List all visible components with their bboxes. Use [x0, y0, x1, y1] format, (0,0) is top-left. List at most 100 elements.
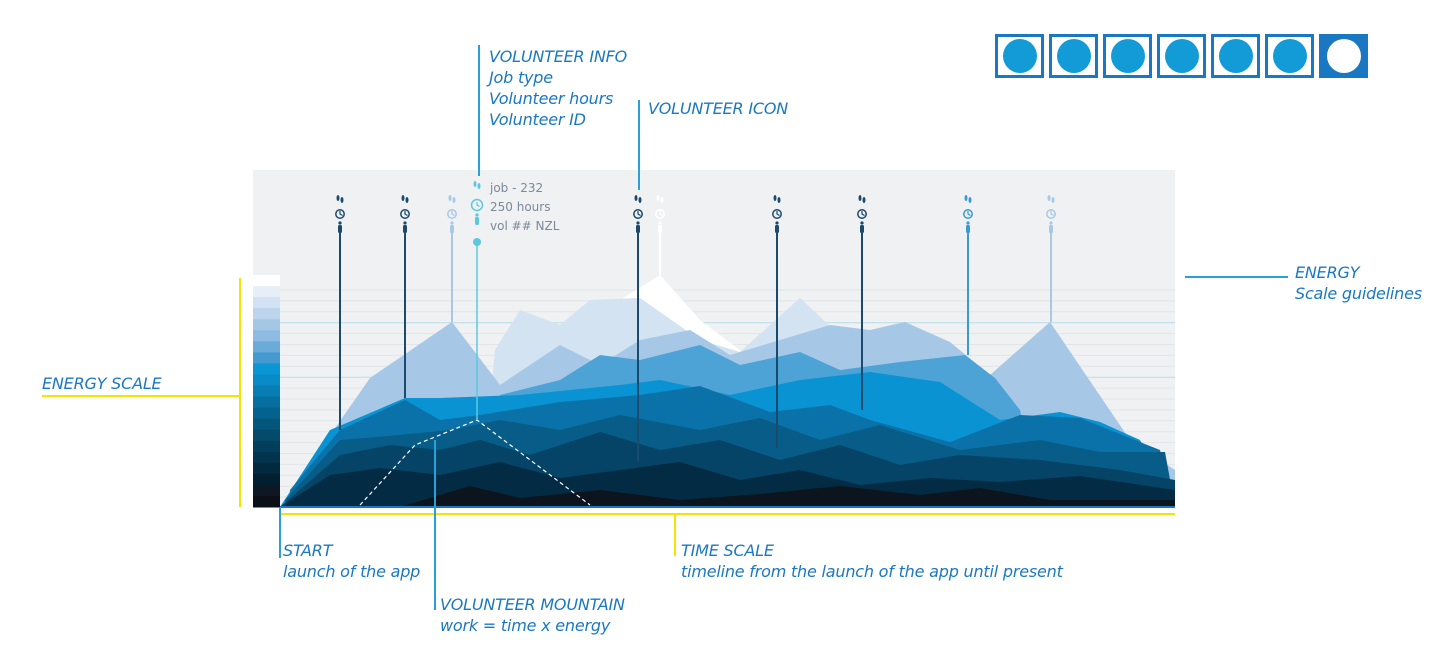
clock-icon: [963, 209, 973, 219]
selected-dot: [473, 238, 481, 246]
energy-scale-band: [253, 485, 280, 497]
volunteer-pin[interactable]: [857, 195, 867, 410]
person-icon: [450, 221, 454, 233]
annotation-energy: ENERGY Scale guidelines: [1295, 262, 1422, 304]
volunteer-pin[interactable]: [772, 195, 782, 448]
circle-icon: [1056, 39, 1091, 73]
person-icon: [860, 221, 864, 233]
annotation-title: START: [283, 541, 333, 560]
view-button-1[interactable]: [995, 34, 1044, 78]
annotation-volunteer-mountain: VOLUNTEER MOUNTAIN work = time x energy: [440, 594, 625, 636]
footprints-icon: [656, 195, 664, 203]
energy-scale-band: [253, 440, 280, 453]
volunteer-pin[interactable]: [400, 195, 410, 398]
energy-scale-bar: [253, 275, 280, 508]
view-button-5[interactable]: [1211, 34, 1260, 78]
energy-scale-band: [253, 308, 280, 320]
person-icon: [658, 221, 662, 233]
annotation-title: VOLUNTEER ICON: [648, 99, 788, 118]
footprints-icon: [336, 195, 344, 203]
clock-icon: [1046, 209, 1056, 219]
energy-scale-band: [253, 286, 280, 298]
person-icon: [775, 221, 779, 233]
footprints-icon: [858, 195, 866, 203]
circle-icon: [1164, 39, 1199, 73]
annotation-title: ENERGY SCALE: [42, 374, 162, 393]
volunteer-pin[interactable]: [1046, 195, 1056, 322]
volunteer-pin[interactable]: [655, 195, 665, 275]
job-type: job - 232: [490, 181, 544, 195]
view-button-2[interactable]: [1049, 34, 1098, 78]
person-icon: [1049, 221, 1053, 233]
energy-scale-band: [253, 297, 280, 309]
volunteer-pin-selected[interactable]: [470, 181, 484, 420]
annotation-volunteer-icon: VOLUNTEER ICON: [648, 98, 788, 119]
footprints-icon: [448, 195, 456, 203]
energy-scale-band: [253, 396, 280, 409]
clock-icon: [335, 209, 345, 219]
annotation-line: Volunteer ID: [489, 110, 586, 129]
person-icon: [636, 221, 640, 233]
annotation-subtitle: timeline from the launch of the app unti…: [681, 562, 1063, 581]
energy-scale-band: [253, 462, 280, 475]
energy-scale-band: [253, 385, 280, 397]
energy-scale-band: [253, 319, 280, 331]
annotation-title: TIME SCALE: [681, 541, 774, 560]
circle-icon: [1218, 39, 1253, 73]
annotation-subtitle: Scale guidelines: [1295, 284, 1422, 303]
person-icon: [475, 213, 479, 225]
volunteer-hours: 250 hours: [490, 200, 551, 214]
energy-scale-band: [253, 451, 280, 464]
view-selector: [995, 34, 1368, 78]
volunteer-info-popup: job - 232 250 hours vol ## NZL: [490, 179, 559, 236]
view-button-6[interactable]: [1265, 34, 1314, 78]
energy-scale-band: [253, 330, 280, 342]
circle-icon: [1326, 39, 1361, 73]
annotation-time-scale: TIME SCALE timeline from the launch of t…: [681, 540, 1063, 582]
volunteer-id: vol ## NZL: [490, 219, 560, 233]
footprints-icon: [401, 195, 409, 203]
view-button-3[interactable]: [1103, 34, 1152, 78]
energy-scale-band: [253, 473, 280, 486]
clock-icon: [633, 209, 643, 219]
footprints-icon: [473, 181, 481, 189]
person-icon: [966, 221, 970, 233]
clock-icon: [772, 209, 782, 219]
energy-scale-band: [253, 374, 280, 386]
energy-scale-band: [253, 407, 280, 420]
volunteer-pins[interactable]: [335, 181, 1056, 462]
clock-icon: [470, 198, 484, 212]
view-button-4[interactable]: [1157, 34, 1206, 78]
footprints-icon: [964, 195, 972, 203]
annotation-start: START launch of the app: [283, 540, 420, 582]
mountain-layer-10: [400, 486, 1175, 507]
footprints-icon: [634, 195, 642, 203]
annotation-volunteer-info: VOLUNTEER INFO Job type Volunteer hours …: [489, 46, 627, 130]
energy-scale-band: [253, 275, 280, 287]
annotation-title: VOLUNTEER MOUNTAIN: [440, 595, 625, 614]
volunteer-pin[interactable]: [447, 195, 457, 322]
annotation-energy-scale: ENERGY SCALE: [42, 373, 162, 394]
energy-scale-band: [253, 496, 280, 508]
clock-icon: [655, 209, 665, 219]
clock-icon: [447, 209, 457, 219]
mountains: [280, 275, 1175, 508]
footprints-icon: [1047, 195, 1055, 203]
annotation-line: Volunteer hours: [489, 89, 614, 108]
energy-scale-band: [253, 341, 280, 353]
circle-icon: [1110, 39, 1145, 73]
volunteer-mountain-outline: [359, 419, 591, 506]
circle-icon: [1002, 39, 1037, 73]
annotation-title: VOLUNTEER INFO: [489, 47, 628, 66]
energy-scale-band: [253, 363, 280, 375]
annotation-line: Job type: [489, 68, 553, 87]
person-icon: [403, 221, 407, 233]
energy-scale-band: [253, 418, 280, 431]
volunteer-pin[interactable]: [963, 195, 973, 355]
view-button-7[interactable]: [1319, 34, 1368, 78]
volunteer-pin[interactable]: [335, 195, 345, 430]
clock-icon: [400, 209, 410, 219]
circle-icon: [1272, 39, 1307, 73]
volunteer-pin[interactable]: [633, 195, 643, 462]
